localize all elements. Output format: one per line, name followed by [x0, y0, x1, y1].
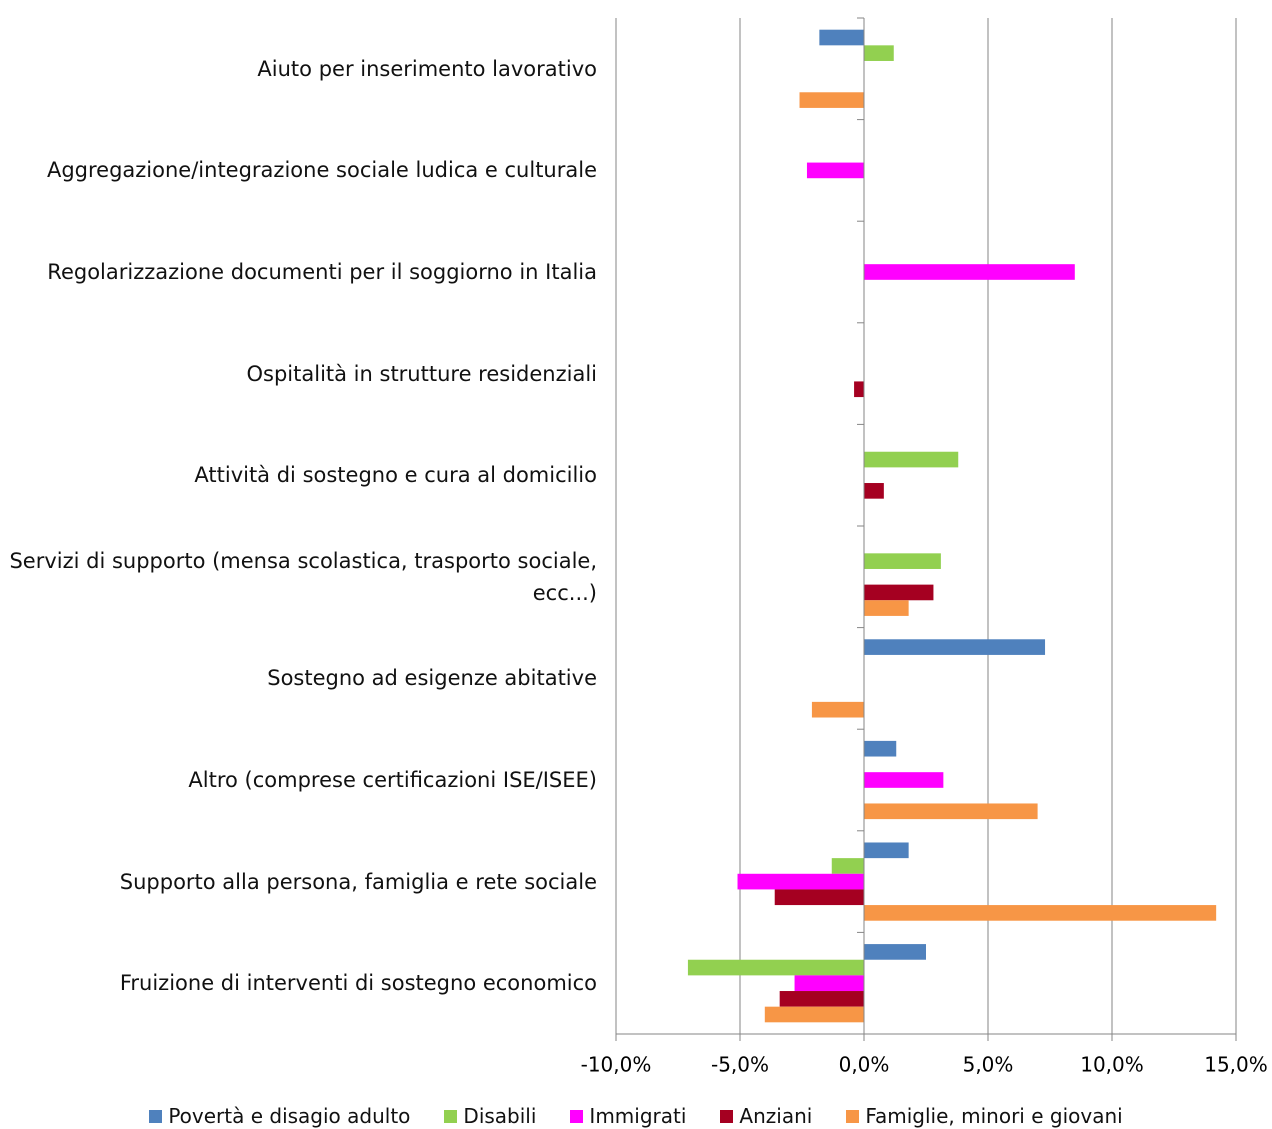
legend-label: Famiglie, minori e giovani	[865, 1104, 1123, 1128]
legend: Povertà e disagio adulto Disabili Immigrat…	[0, 1104, 1272, 1128]
x-tick-label: 5,0%	[963, 1053, 1014, 1077]
legend-swatch	[720, 1109, 734, 1123]
bar	[864, 905, 1217, 921]
bar	[774, 889, 864, 906]
bar	[779, 991, 864, 1007]
bar	[864, 451, 959, 468]
bar	[799, 92, 864, 108]
bar	[819, 29, 864, 46]
bar	[864, 553, 941, 569]
category-label: Aiuto per inserimento lavorativo	[257, 56, 597, 81]
category-label: Ospitalità in strutture residenziali	[246, 361, 598, 386]
x-tick-label: 10,0%	[1080, 1053, 1144, 1077]
bar	[864, 944, 926, 960]
bar	[864, 264, 1075, 280]
x-tick-label: -10,0%	[581, 1053, 652, 1077]
x-tick-label: 15,0%	[1204, 1053, 1268, 1077]
x-tick-label: 0,0%	[839, 1053, 890, 1077]
category-label: Attività di sostegno e cura al domicilio	[194, 463, 597, 488]
legend-label: Anziani	[739, 1104, 813, 1128]
category-label: Altro (comprese certificazioni ISE/ISEE)	[188, 767, 597, 792]
bar	[854, 381, 864, 398]
bar	[687, 959, 864, 976]
bar	[864, 842, 909, 859]
category-label: Regolarizzazione documenti per il soggio…	[47, 259, 597, 284]
bar	[806, 162, 864, 179]
legend-swatch	[846, 1109, 860, 1123]
legend-swatch	[570, 1109, 584, 1123]
legend-item: Anziani	[720, 1104, 812, 1128]
bar	[864, 772, 944, 788]
bar	[864, 584, 934, 601]
bar	[864, 600, 909, 616]
bar	[864, 803, 1038, 820]
legend-swatch	[149, 1109, 163, 1123]
bar	[864, 740, 897, 757]
x-tick-label: -5,0%	[711, 1053, 769, 1077]
category-label: Servizi di supporto (mensa scolastica, t…	[9, 548, 597, 605]
bar	[831, 858, 864, 874]
category-label: Sostegno ad esigenze abitative	[267, 666, 597, 691]
bar	[794, 975, 864, 992]
category-label: Supporto alla persona, famiglia e rete s…	[119, 869, 597, 894]
bar	[737, 873, 864, 890]
bar	[864, 483, 884, 499]
legend-swatch	[444, 1109, 458, 1123]
bar	[864, 639, 1046, 655]
bar	[764, 1006, 864, 1023]
legend-item: Immigrati	[570, 1104, 686, 1128]
legend-label: Povertà e disagio adulto	[168, 1104, 411, 1128]
legend-item: Disabili	[444, 1104, 536, 1128]
bar	[811, 701, 864, 718]
category-label: Fruizione di interventi di sostegno econ…	[119, 971, 597, 996]
bar	[864, 45, 894, 61]
legend-label: Disabili	[463, 1104, 537, 1128]
legend-item: Famiglie, minori e giovani	[846, 1104, 1123, 1128]
category-label: Aggregazione/integrazione sociale ludica…	[46, 158, 597, 183]
legend-item: Povertà e disagio adulto	[149, 1104, 410, 1128]
legend-label: Immigrati	[589, 1104, 687, 1128]
